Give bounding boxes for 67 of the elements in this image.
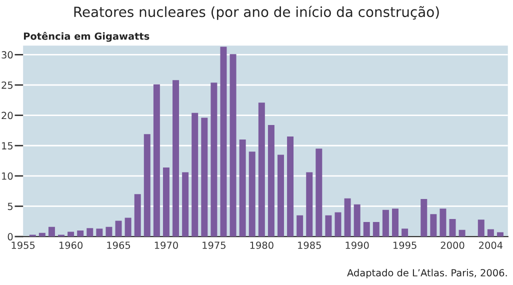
x-tick-label: 1955 bbox=[12, 242, 35, 249]
bar bbox=[192, 112, 198, 237]
x-tick-label: 1985 bbox=[298, 242, 321, 249]
bar bbox=[325, 215, 332, 237]
bar bbox=[402, 228, 408, 237]
y-tick-label: 10 bbox=[2, 172, 13, 180]
bar bbox=[478, 220, 484, 237]
bar bbox=[201, 118, 208, 237]
bar bbox=[382, 210, 389, 237]
bar bbox=[287, 136, 294, 237]
y-tick-label: 25 bbox=[2, 81, 13, 89]
bar bbox=[106, 226, 112, 237]
bar bbox=[496, 232, 504, 237]
y-tick-label: 20 bbox=[2, 112, 13, 120]
bar bbox=[430, 214, 437, 237]
bar bbox=[230, 54, 236, 237]
bar bbox=[153, 84, 160, 237]
y-tick-label: 15 bbox=[2, 142, 13, 150]
bar bbox=[96, 228, 103, 237]
chart-title: Reatores nucleares (por ano de início da construção) bbox=[74, 6, 439, 20]
text: Adaptado de L’Atlas. Paris, 2006. bbox=[347, 268, 507, 278]
bar bbox=[239, 140, 246, 237]
x-tick-label: 1960 bbox=[59, 242, 83, 249]
bar bbox=[268, 125, 274, 237]
bar bbox=[334, 212, 342, 237]
bar bbox=[248, 152, 256, 237]
bar bbox=[124, 218, 132, 237]
y-tick-label: 0 bbox=[8, 233, 13, 240]
bar bbox=[115, 220, 122, 237]
bar bbox=[86, 228, 94, 237]
bar bbox=[296, 215, 304, 237]
x-tick-label: 1970 bbox=[154, 242, 178, 249]
bar bbox=[172, 80, 180, 237]
y-axis-title: Potência em Gigawatts bbox=[24, 32, 150, 42]
x-tick-label: 2004 bbox=[479, 242, 503, 249]
y-tick-label: 5 bbox=[8, 202, 13, 210]
bar bbox=[220, 46, 227, 237]
bar bbox=[68, 232, 74, 237]
x-tick-label: 1980 bbox=[250, 242, 274, 249]
bar bbox=[487, 229, 494, 237]
bar bbox=[182, 172, 189, 237]
x-tick-label: 1975 bbox=[202, 242, 226, 249]
bar bbox=[316, 148, 322, 237]
bar bbox=[449, 218, 456, 237]
bar bbox=[77, 230, 84, 237]
bar bbox=[134, 194, 141, 237]
x-tick-label: 1965 bbox=[107, 242, 130, 249]
bar bbox=[258, 102, 265, 237]
bar bbox=[278, 154, 284, 237]
bar bbox=[363, 222, 370, 237]
bar bbox=[144, 134, 150, 237]
bar bbox=[162, 167, 170, 237]
bar bbox=[372, 222, 380, 237]
bar bbox=[38, 232, 46, 237]
bar bbox=[344, 198, 351, 237]
bar bbox=[440, 208, 446, 237]
x-tick-label: 1990 bbox=[346, 242, 369, 249]
bar bbox=[392, 208, 399, 237]
bar bbox=[210, 82, 218, 237]
bar bbox=[458, 230, 466, 237]
bar bbox=[48, 226, 55, 237]
x-tick-label: 2000 bbox=[440, 242, 464, 249]
bar bbox=[306, 172, 313, 237]
x-tick-label: 1995 bbox=[394, 242, 416, 249]
bar bbox=[420, 198, 428, 237]
y-tick-label: 30 bbox=[2, 51, 13, 59]
bar bbox=[354, 204, 360, 237]
